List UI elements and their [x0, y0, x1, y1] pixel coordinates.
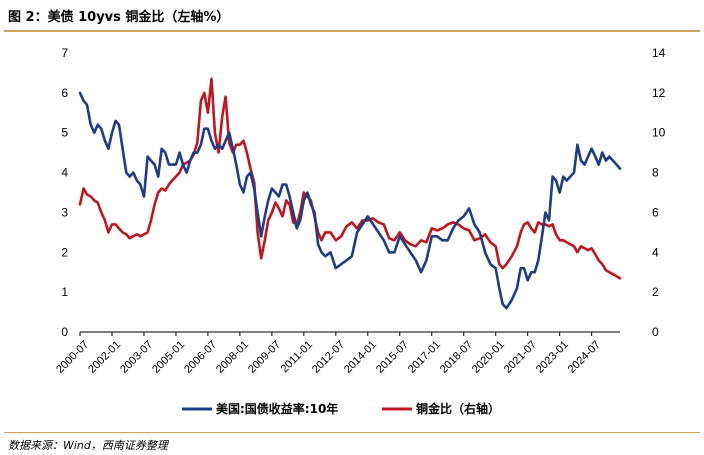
bottom-divider: [4, 432, 700, 433]
right-axis-ticks: 0 2 4 6 8 10 12 14: [652, 46, 666, 339]
left-tick-label: 1: [61, 285, 68, 299]
left-tick-label: 3: [61, 205, 68, 219]
right-tick-label: 2: [652, 285, 659, 299]
x-tick-label: 2020-01: [470, 339, 507, 376]
x-tick-label: 2021-07: [502, 339, 539, 376]
left-tick-label: 2: [61, 245, 68, 259]
left-axis-ticks: 0 1 2 3 4 5 6 7: [61, 46, 68, 339]
x-tick-label: 2003-07: [118, 339, 155, 376]
x-tick-label: 2017-01: [406, 339, 443, 376]
x-tick-label: 2005-01: [150, 339, 187, 376]
x-tick-label: 2015-07: [374, 339, 411, 376]
right-tick-label: 10: [652, 126, 666, 140]
series-line-us10y: [78, 91, 622, 310]
x-tick-label: 2014-01: [342, 339, 379, 376]
x-tick-label: 2018-07: [438, 339, 475, 376]
right-tick-label: 8: [652, 166, 659, 180]
x-tick-label: 2023-01: [534, 339, 571, 376]
legend-label-us10y: 美国:国债收益率:10年: [216, 401, 338, 416]
x-tick-label: 2002-01: [86, 339, 123, 376]
x-tick-label: 2011-01: [279, 339, 315, 375]
x-axis-ticks: 2000-072002-012003-072005-012006-072008-…: [54, 332, 603, 376]
source-note: 数据来源：Wind，西南证券整理: [8, 439, 168, 452]
right-tick-label: 6: [652, 205, 659, 219]
right-tick-label: 4: [652, 245, 659, 259]
left-tick-label: 6: [61, 86, 68, 100]
right-tick-label: 0: [652, 325, 659, 339]
x-tick-label: 2009-07: [246, 339, 283, 376]
top-divider: [4, 30, 700, 32]
left-tick-label: 7: [61, 46, 68, 60]
series-layer: [78, 77, 622, 310]
x-tick-label: 2024-07: [566, 339, 603, 376]
figure-title: 图 2：美债 10yvs 铜金比（左轴%）: [8, 10, 230, 25]
legend: 美国:国债收益率:10年 铜金比（右轴）: [182, 401, 500, 416]
x-tick-label: 2000-07: [54, 339, 91, 376]
right-tick-label: 14: [652, 46, 666, 60]
right-tick-label: 12: [652, 86, 666, 100]
legend-label-copper-gold: 铜金比（右轴）: [416, 401, 500, 416]
left-tick-label: 4: [61, 166, 68, 180]
left-tick-label: 5: [61, 126, 68, 140]
left-tick-label: 0: [61, 325, 68, 339]
x-tick-label: 2012-07: [310, 339, 347, 376]
series-line-copper-gold: [78, 77, 622, 280]
x-tick-label: 2006-07: [182, 339, 219, 376]
x-tick-label: 2008-01: [214, 339, 251, 376]
